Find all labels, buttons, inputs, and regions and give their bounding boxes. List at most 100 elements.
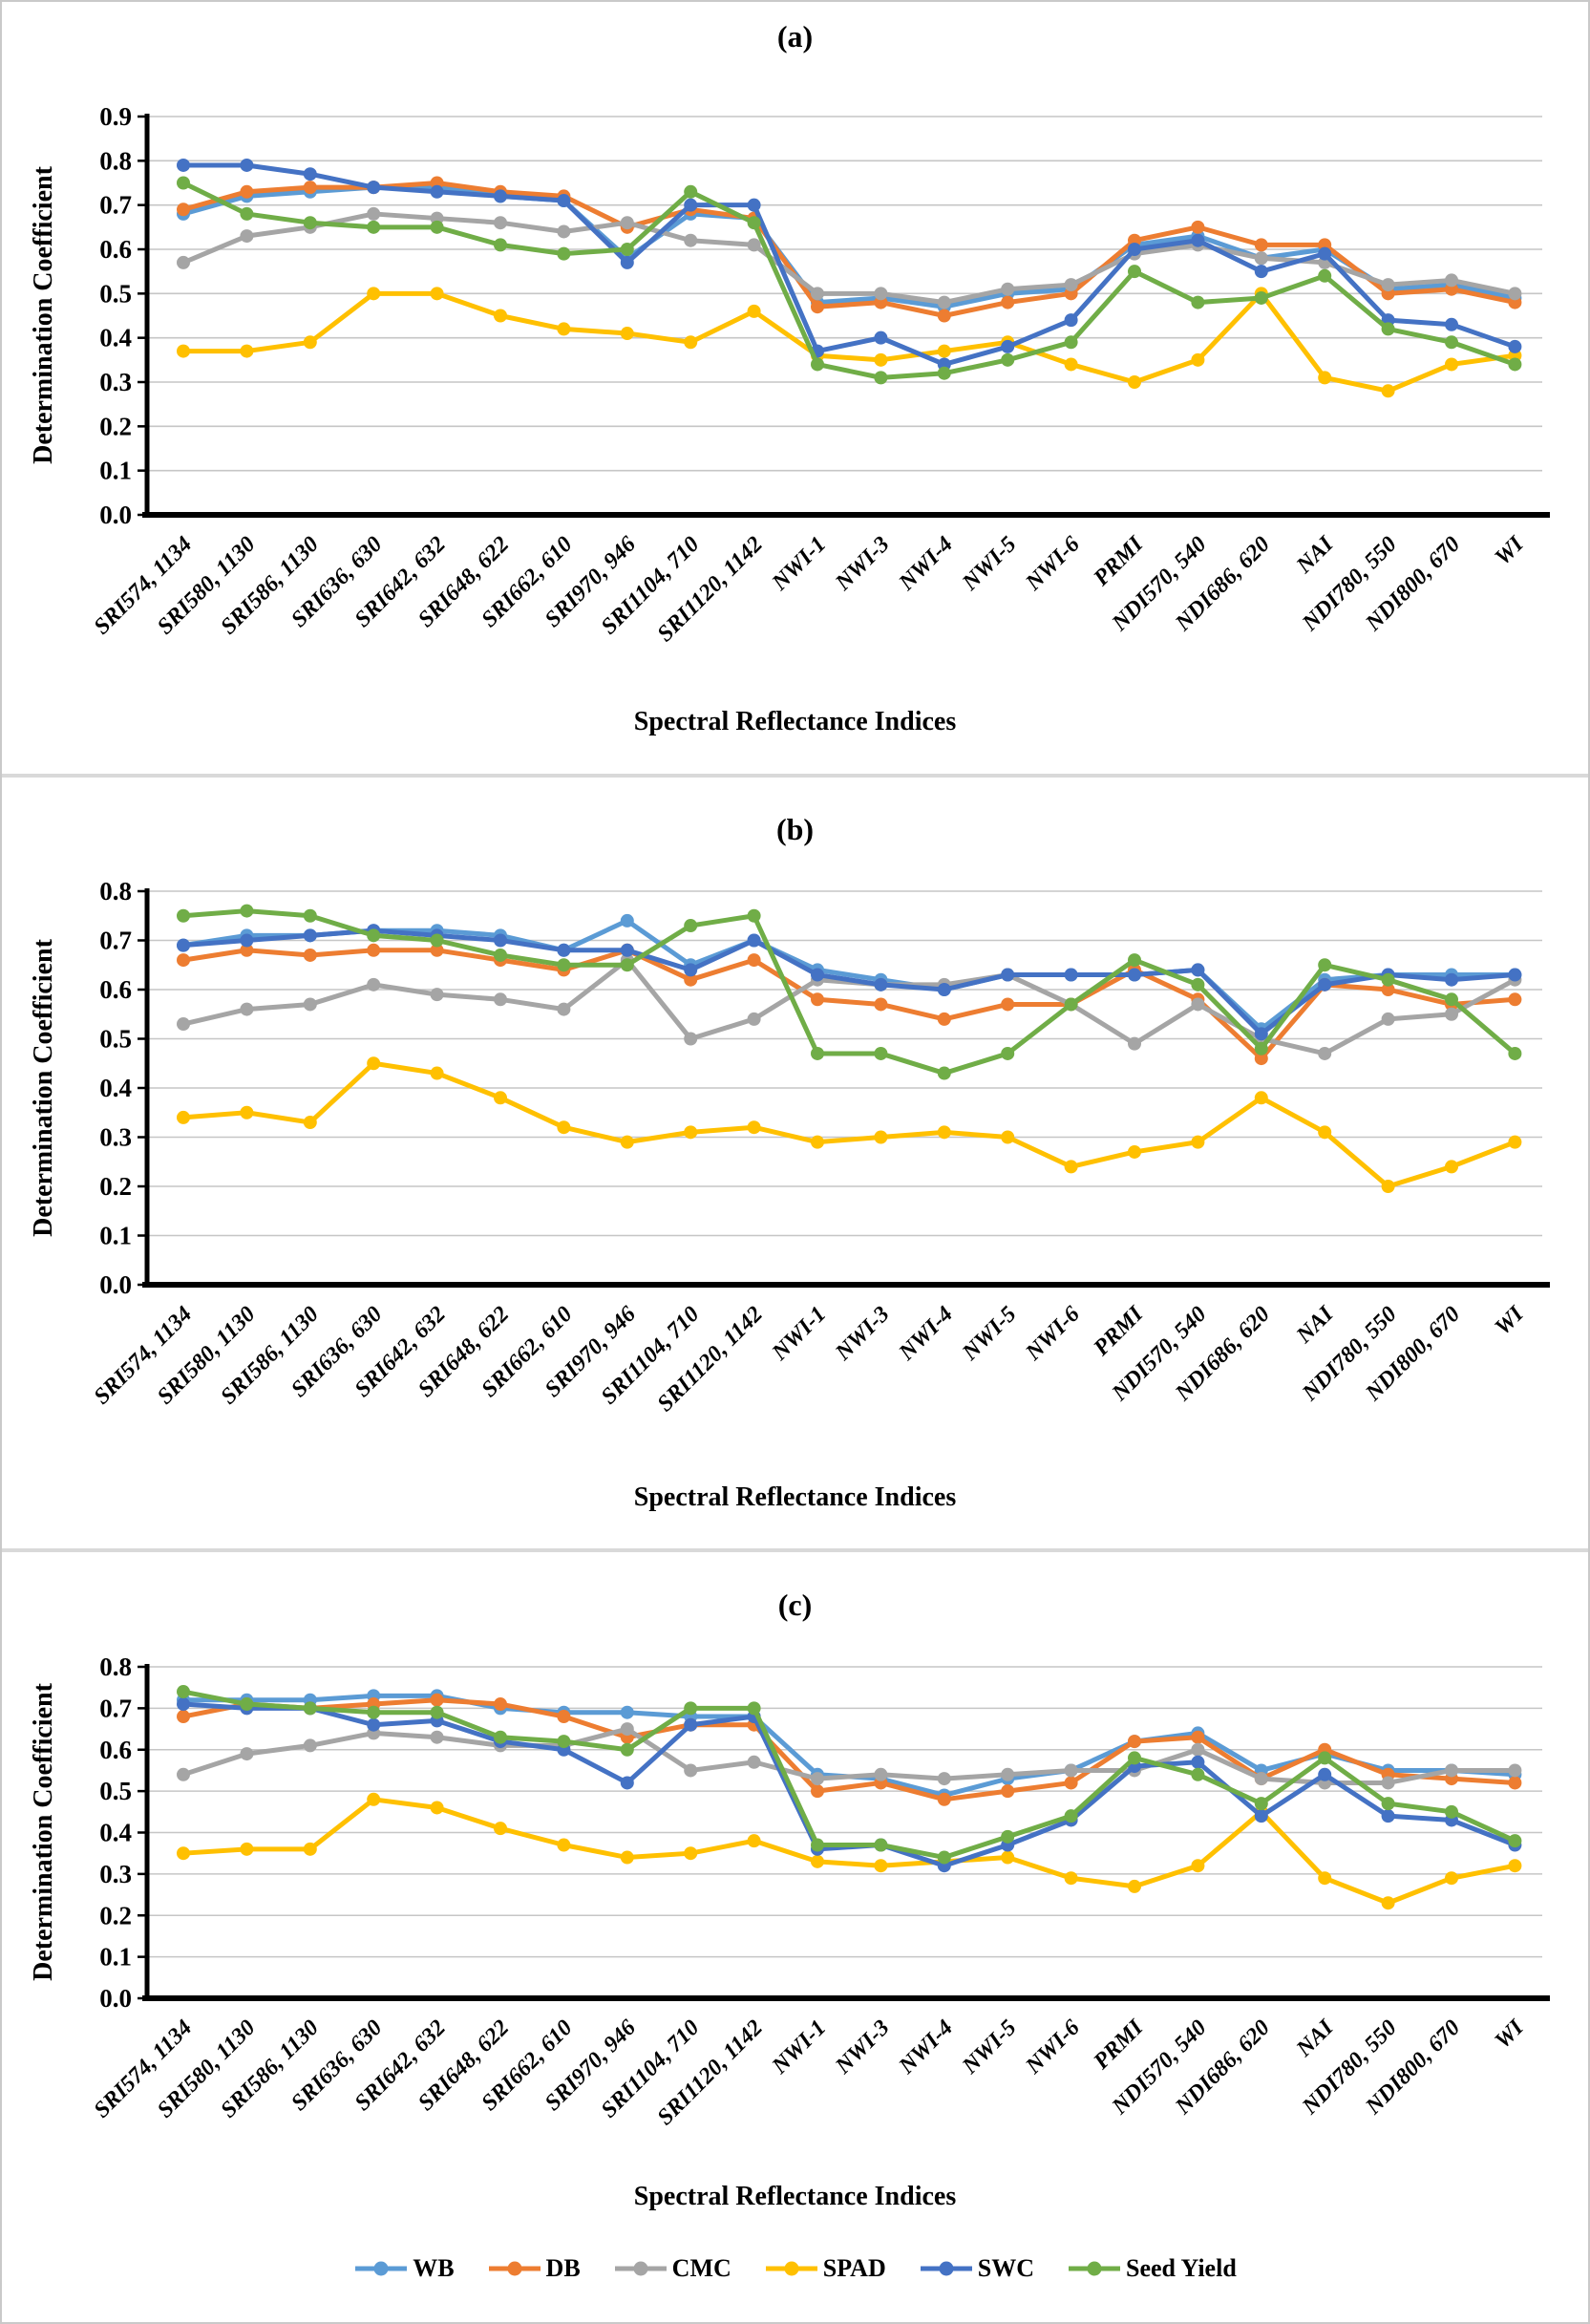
series-SWC-marker bbox=[1191, 963, 1205, 977]
series-SWC-marker bbox=[177, 158, 190, 172]
series-Seed-Yield-marker bbox=[240, 206, 254, 221]
y-tick-label: 0.6 bbox=[99, 975, 132, 1004]
series-DB-marker bbox=[177, 953, 190, 968]
series-DB-marker bbox=[1001, 997, 1015, 1012]
series-SPAD-marker bbox=[303, 335, 317, 350]
series-CMC-marker bbox=[1001, 1767, 1015, 1781]
x-category-label: NAI bbox=[1291, 1301, 1339, 1349]
series-DB-marker bbox=[1254, 238, 1268, 252]
panel-c-title: (c) bbox=[777, 1588, 813, 1622]
series-DB-marker bbox=[367, 943, 381, 957]
series-DB-marker bbox=[1254, 1052, 1268, 1066]
x-category-label: NWI-1 bbox=[767, 532, 831, 596]
series-Seed-Yield-marker bbox=[1128, 953, 1141, 968]
y-tick-label: 0.3 bbox=[99, 1860, 132, 1888]
x-category-label: WI bbox=[1491, 2015, 1530, 2054]
series-SPAD-marker bbox=[430, 1066, 444, 1080]
panel-b-y-axis-title: Determination Coefficient bbox=[29, 939, 58, 1237]
series-Seed-Yield-marker bbox=[1254, 1797, 1268, 1811]
series-CMC-line bbox=[182, 957, 1516, 1056]
series-Seed-Yield-marker bbox=[1064, 335, 1078, 350]
legend-marker-icon bbox=[920, 2261, 972, 2276]
x-category-label: NWI-4 bbox=[894, 1302, 958, 1366]
series-SWC-marker bbox=[1318, 977, 1332, 991]
series-Seed-Yield-marker bbox=[1508, 1046, 1522, 1060]
series-DB-line bbox=[182, 1697, 1516, 1802]
series-CMC-marker bbox=[937, 295, 951, 309]
series-SWC-marker bbox=[494, 933, 507, 948]
series-Seed-Yield-marker bbox=[303, 908, 317, 923]
series-WB-marker bbox=[620, 1705, 634, 1719]
series-CMC-marker bbox=[1254, 1772, 1268, 1786]
series-SWC-marker bbox=[811, 968, 824, 982]
series-SPAD-marker bbox=[1001, 1130, 1015, 1144]
legend-label: Seed Yield bbox=[1125, 2254, 1237, 2282]
series-CMC-marker bbox=[303, 997, 317, 1012]
series-SPAD-marker bbox=[684, 1125, 698, 1140]
series-SWC-marker bbox=[177, 1697, 190, 1712]
series-SPAD-marker bbox=[1191, 1135, 1205, 1149]
y-tick-label: 0.7 bbox=[99, 1694, 132, 1722]
x-category-label: NWI-1 bbox=[767, 1302, 831, 1366]
series-SWC-marker bbox=[747, 198, 761, 212]
series-WB-marker bbox=[620, 913, 634, 927]
series-Seed-Yield-marker bbox=[1381, 972, 1395, 987]
x-category-label: WI bbox=[1491, 531, 1530, 570]
series-SPAD-marker bbox=[1128, 1879, 1141, 1893]
x-category-label: NWI-5 bbox=[957, 2015, 1021, 2079]
series-SWC-marker bbox=[1254, 1027, 1268, 1041]
series-CMC-marker bbox=[367, 206, 381, 221]
series-Seed-Yield-marker bbox=[494, 1730, 507, 1744]
series-SWC-marker bbox=[1191, 233, 1205, 247]
series-SPAD-marker bbox=[1318, 1125, 1332, 1140]
series-SWC-marker bbox=[1064, 313, 1078, 328]
series-SPAD-marker bbox=[1128, 1144, 1141, 1159]
series-SPAD-marker bbox=[1381, 1896, 1395, 1910]
series-SWC-marker bbox=[937, 983, 951, 996]
series-Seed-Yield-marker bbox=[1508, 357, 1522, 372]
series-SWC-marker bbox=[874, 330, 888, 345]
series-CMC-marker bbox=[684, 1763, 698, 1778]
y-tick-label: 0.0 bbox=[99, 1984, 132, 2013]
x-category-label: NWI-6 bbox=[1021, 1302, 1085, 1366]
series-CMC-marker bbox=[367, 977, 381, 991]
series-Seed-Yield-marker bbox=[494, 238, 507, 252]
series-SWC-marker bbox=[1445, 317, 1458, 331]
series-SWC-marker bbox=[1001, 968, 1015, 982]
series-DB-marker bbox=[1191, 1730, 1205, 1744]
x-category-label: NWI-6 bbox=[1021, 532, 1085, 596]
series-SPAD-marker bbox=[1128, 375, 1141, 389]
y-tick-label: 0.6 bbox=[99, 235, 132, 264]
x-category-label: PRMI bbox=[1089, 2015, 1150, 2076]
panel-c-x-axis-title: Spectral Reflectance Indices bbox=[633, 2182, 957, 2211]
series-SWC-marker bbox=[367, 181, 381, 195]
y-tick-label: 0.3 bbox=[99, 368, 132, 396]
series-Seed-Yield-line bbox=[181, 181, 1516, 380]
series-SPAD-marker bbox=[1445, 1871, 1458, 1886]
series-SPAD-marker bbox=[1445, 357, 1458, 372]
series-Seed-Yield-marker bbox=[747, 216, 761, 230]
series-SPAD-marker bbox=[620, 1135, 634, 1149]
series-SPAD-marker bbox=[177, 1110, 190, 1124]
series-SPAD-marker bbox=[684, 335, 698, 350]
series-Seed-Yield-marker bbox=[303, 216, 317, 230]
series-Seed-Yield-marker bbox=[684, 1701, 698, 1716]
x-category-label: NAI bbox=[1291, 2015, 1339, 2062]
series-Seed-Yield-marker bbox=[684, 184, 698, 199]
series-Seed-Yield-marker bbox=[1508, 1834, 1522, 1848]
series-SPAD-marker bbox=[240, 1105, 254, 1119]
series-DB-marker bbox=[177, 203, 190, 217]
series-SPAD-marker bbox=[367, 1056, 381, 1071]
series-SPAD-marker bbox=[1508, 1859, 1522, 1873]
series-SWC-marker bbox=[747, 933, 761, 948]
series-SPAD-marker bbox=[303, 1842, 317, 1856]
y-tick-label: 0.4 bbox=[99, 1819, 132, 1847]
legend-label: SWC bbox=[977, 2254, 1034, 2282]
series-CMC-marker bbox=[874, 1767, 888, 1781]
series-SPAD-marker bbox=[747, 304, 761, 318]
series-DB-marker bbox=[177, 1710, 190, 1724]
series-CMC-marker bbox=[1381, 1012, 1395, 1026]
series-SWC-marker bbox=[620, 943, 634, 957]
